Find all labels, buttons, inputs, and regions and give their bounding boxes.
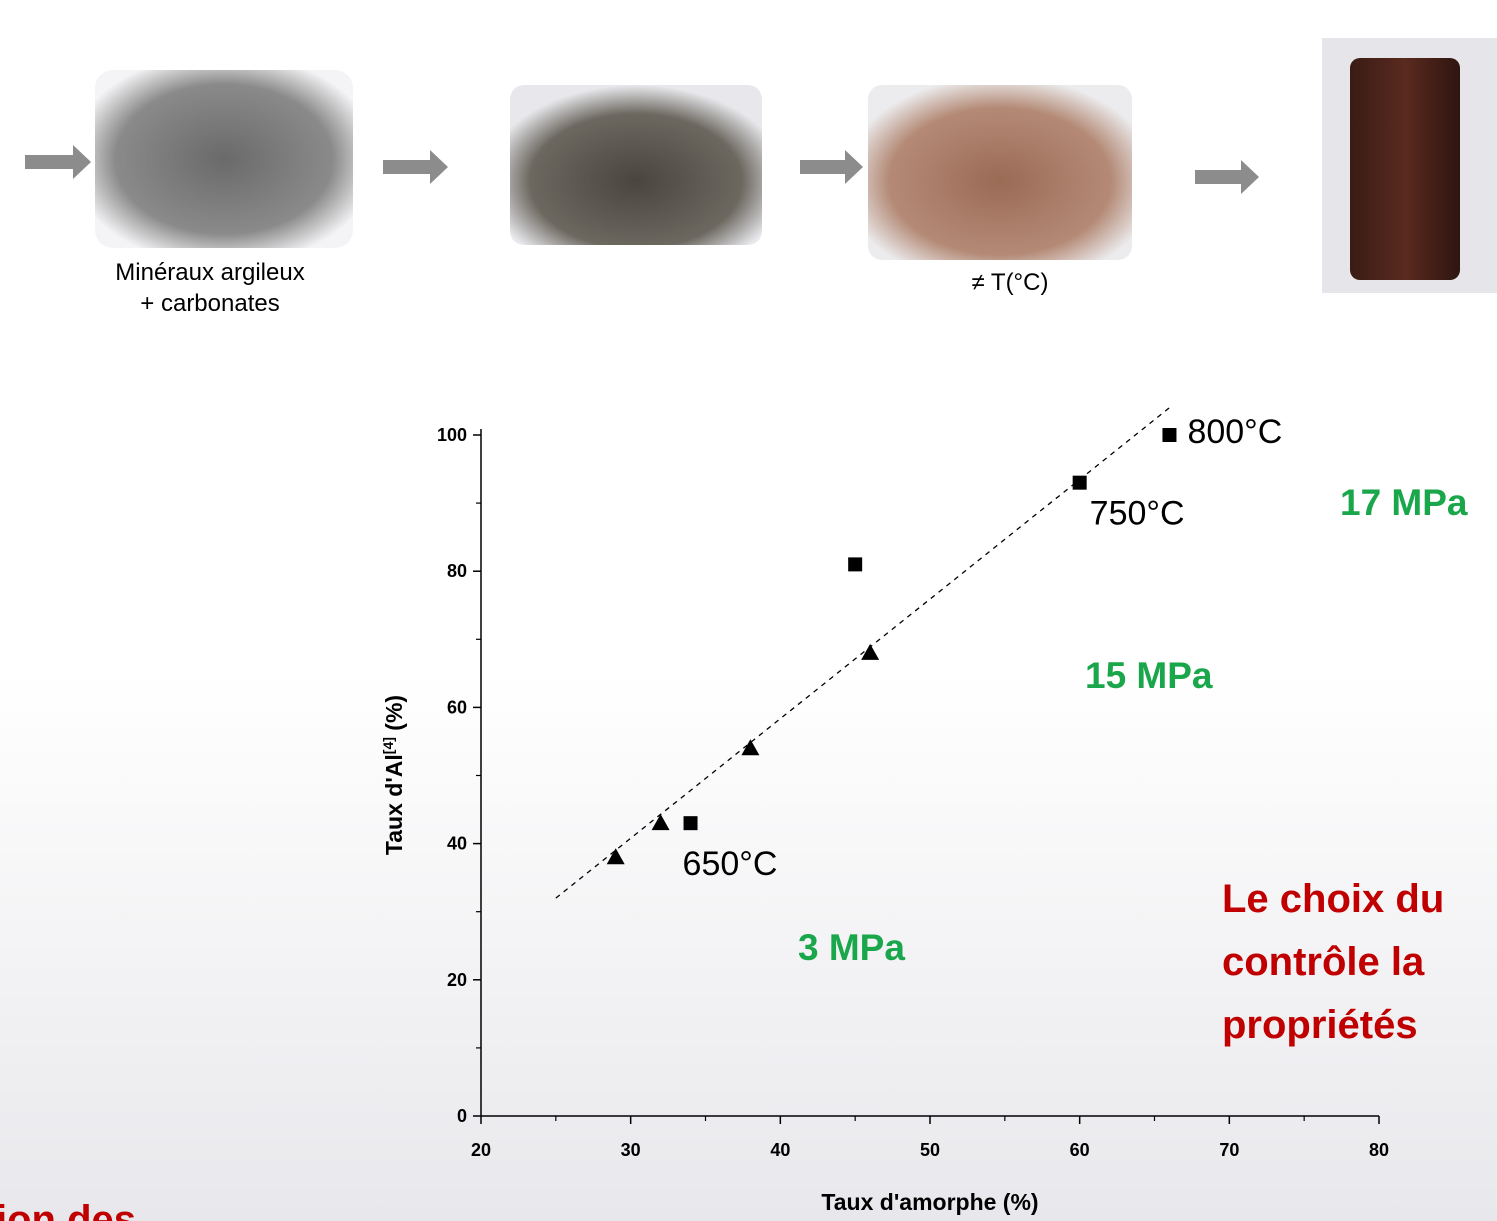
caption: Minéraux argileux	[115, 259, 304, 286]
y-label-sup: [4]	[380, 737, 396, 754]
point	[606, 848, 625, 865]
point	[848, 557, 863, 572]
y-label-main: Taux d'Al	[381, 754, 407, 855]
conclusion-line: Le choix du	[1222, 877, 1444, 921]
x-axis-label: Taux d'amorphe (%)	[821, 1189, 1038, 1215]
conclusion-line: propriétés	[1222, 1003, 1418, 1047]
y-tick-label: 80	[447, 561, 467, 581]
y-tick-label: 100	[437, 425, 467, 445]
arrows	[25, 145, 1259, 194]
annotation: 3 MPa	[798, 927, 905, 968]
x-tick-label: 30	[621, 1140, 641, 1160]
arrow	[25, 145, 91, 179]
y-label-unit: (%)	[381, 695, 407, 737]
photo-rocks	[95, 70, 353, 248]
arrow	[383, 150, 448, 184]
point-label: 800°C	[1187, 413, 1282, 451]
caption: + carbonates	[140, 290, 279, 317]
fragment: ion des	[0, 1198, 136, 1221]
y-tick-label: 60	[447, 697, 467, 717]
y-axis-label: Taux d'Al[4] (%)	[380, 695, 407, 855]
point	[1162, 428, 1177, 442]
point	[861, 643, 880, 660]
arrow	[1195, 160, 1259, 194]
conclusion-line: contrôle la	[1222, 940, 1425, 984]
photo-powder	[510, 85, 762, 245]
caption: ≠ T(°C)	[972, 269, 1049, 296]
point	[741, 739, 760, 756]
x-tick-label: 70	[1219, 1140, 1239, 1160]
photos	[95, 38, 1497, 293]
y-tick-label: 40	[447, 834, 467, 854]
y-tick-label: 0	[457, 1106, 467, 1126]
y-tick-label: 20	[447, 970, 467, 990]
point-label: 650°C	[683, 845, 778, 883]
annotation: 17 MPa	[1340, 482, 1468, 523]
photo-cylinder	[1350, 58, 1460, 280]
arrow	[800, 150, 863, 184]
annotation: 15 MPa	[1085, 655, 1213, 696]
x-tick-label: 40	[770, 1140, 790, 1160]
x-tick-label: 80	[1369, 1140, 1389, 1160]
point	[651, 814, 670, 831]
x-tick-label: 60	[1070, 1140, 1090, 1160]
x-tick-label: 50	[920, 1140, 940, 1160]
point	[1072, 475, 1087, 490]
photo-calcined	[868, 85, 1132, 260]
x-tick-label: 20	[471, 1140, 491, 1160]
point-label: 750°C	[1090, 495, 1185, 533]
trendline	[555, 407, 1170, 899]
point	[683, 816, 698, 831]
